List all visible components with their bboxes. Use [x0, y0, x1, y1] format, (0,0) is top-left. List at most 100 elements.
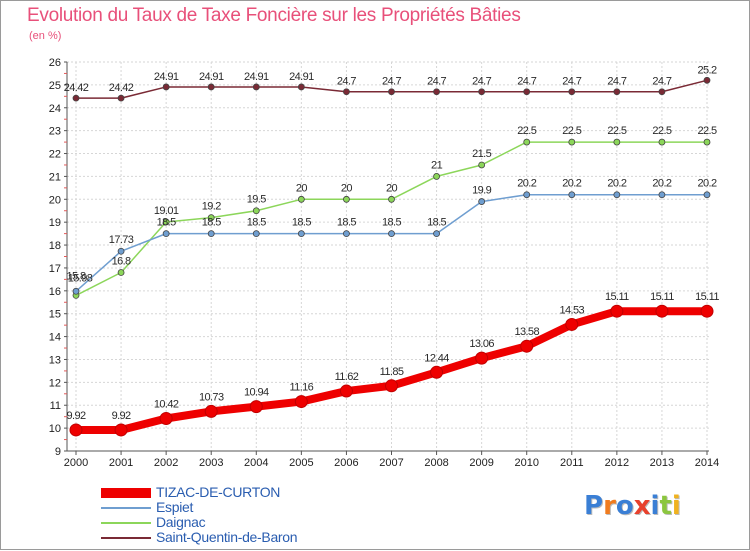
- legend-label: Espiet: [156, 499, 194, 515]
- espiet-data-label: 18.5: [337, 217, 356, 229]
- espiet-data-label: 18.5: [247, 217, 266, 229]
- tizac-de-curton-data-label: 9.92: [112, 410, 131, 422]
- tizac-de-curton-data-label: 15.11: [650, 291, 674, 303]
- espiet-point: [478, 198, 486, 205]
- daignac-data-label: 20: [296, 182, 308, 194]
- y-tick-label: 26: [49, 57, 61, 69]
- saint-quentin-de-baron-data-label: 24.7: [607, 76, 626, 88]
- y-tick-label: 12: [49, 377, 61, 389]
- saint-quentin-de-baron-point: [343, 88, 350, 96]
- tizac-de-curton-point: [655, 304, 669, 318]
- espiet-point: [658, 191, 666, 199]
- daignac-data-label: 22.5: [607, 125, 626, 137]
- tizac-de-curton-point: [114, 423, 128, 437]
- tizac-de-curton-point: [430, 365, 444, 379]
- espiet-data-label: 15.98: [68, 272, 93, 284]
- x-tick-label: 2010: [514, 457, 538, 469]
- daignac-data-label: 22.5: [517, 125, 536, 137]
- daignac-point: [613, 138, 621, 146]
- espiet-data-label: 20.2: [562, 178, 581, 190]
- x-tick-label: 2004: [244, 457, 268, 469]
- espiet-data-label: 19.9: [472, 185, 491, 197]
- tizac-de-curton-data-label: 13.06: [469, 338, 494, 350]
- daignac-data-label: 22.5: [697, 125, 716, 137]
- saint-quentin-de-baron-point: [388, 88, 395, 96]
- espiet-point: [433, 230, 440, 238]
- logo-letter: t: [659, 491, 672, 521]
- daignac-data-label: 19.2: [202, 201, 221, 213]
- saint-quentin-de-baron-point: [72, 94, 80, 102]
- saint-quentin-de-baron-point: [162, 83, 170, 91]
- saint-quentin-de-baron-data-label: 24.91: [244, 71, 269, 83]
- daignac-point: [343, 195, 350, 203]
- y-tick-label: 21: [49, 171, 61, 183]
- daignac-data-label: 20: [341, 182, 353, 194]
- saint-quentin-de-baron-point: [117, 94, 125, 102]
- y-tick-label: 9: [55, 446, 61, 458]
- daignac-data-label: 19.5: [247, 194, 266, 206]
- x-tick-label: 2003: [199, 457, 223, 469]
- saint-quentin-de-baron-data-label: 24.42: [109, 82, 134, 94]
- espiet-data-label: 18.5: [202, 217, 221, 229]
- espiet-point: [117, 247, 125, 255]
- tizac-de-curton-point: [339, 384, 353, 398]
- x-tick-label: 2012: [605, 457, 629, 469]
- espiet-point: [252, 230, 260, 238]
- daignac-point: [117, 269, 125, 276]
- x-tick-label: 2001: [109, 457, 133, 469]
- proxiti-logo: Proxiti: [584, 491, 681, 521]
- espiet-point: [613, 191, 621, 199]
- daignac-point: [703, 138, 711, 146]
- tizac-de-curton-point: [69, 423, 83, 437]
- y-tick-label: 18: [49, 240, 61, 252]
- espiet-point: [162, 230, 170, 238]
- legend-swatch: [101, 507, 151, 509]
- saint-quentin-de-baron-point: [252, 83, 260, 91]
- y-tick-label: 17: [49, 263, 61, 275]
- saint-quentin-de-baron-point: [658, 88, 666, 96]
- y-tick-label: 15: [49, 309, 61, 321]
- legend-label: Daignac: [156, 514, 206, 530]
- espiet-data-label: 20.2: [697, 178, 716, 190]
- daignac-point: [252, 207, 260, 215]
- tizac-de-curton-data-label: 10.94: [244, 387, 269, 399]
- saint-quentin-de-baron-data-label: 24.42: [64, 82, 89, 94]
- saint-quentin-de-baron-point: [613, 88, 621, 96]
- tizac-de-curton-data-label: 11.85: [380, 366, 404, 378]
- daignac-data-label: 22.5: [562, 125, 581, 137]
- y-tick-label: 23: [49, 126, 61, 138]
- daignac-point: [658, 138, 666, 146]
- saint-quentin-de-baron-data-label: 24.7: [337, 76, 356, 88]
- chart-unit-label: (en %): [29, 30, 62, 42]
- tizac-de-curton-point: [385, 379, 398, 393]
- tizac-de-curton-data-label: 9.92: [66, 410, 85, 422]
- legend-swatch: [101, 537, 151, 539]
- daignac-data-label: 20: [386, 182, 398, 194]
- tizac-de-curton-point: [610, 304, 624, 318]
- y-tick-label: 16: [49, 286, 61, 298]
- espiet-data-label: 18.5: [157, 217, 176, 229]
- espiet-data-label: 18.5: [382, 217, 401, 229]
- daignac-data-label: 21.5: [472, 148, 491, 160]
- x-tick-label: 2006: [334, 457, 358, 469]
- saint-quentin-de-baron-point: [703, 76, 711, 84]
- saint-quentin-de-baron-data-label: 24.91: [199, 71, 224, 83]
- espiet-point: [207, 230, 215, 238]
- daignac-point: [297, 195, 305, 203]
- daignac-data-label: 22.5: [652, 125, 671, 137]
- daignac-point: [207, 214, 215, 222]
- legend-swatch: [101, 488, 151, 498]
- saint-quentin-de-baron-data-label: 24.91: [289, 71, 314, 83]
- logo-letter: x: [633, 491, 651, 521]
- logo-letter: i: [650, 491, 660, 521]
- logo-letter: r: [603, 491, 616, 521]
- tizac-de-curton-point: [475, 351, 489, 365]
- y-tick-label: 11: [50, 400, 61, 412]
- saint-quentin-de-baron-data-label: 24.7: [472, 76, 491, 88]
- espiet-data-label: 20.2: [517, 178, 536, 190]
- tizac-de-curton-data-label: 14.53: [560, 304, 585, 316]
- saint-quentin-de-baron-data-label: 24.7: [517, 76, 536, 88]
- x-tick-label: 2011: [560, 457, 584, 469]
- x-tick-label: 2007: [379, 457, 403, 469]
